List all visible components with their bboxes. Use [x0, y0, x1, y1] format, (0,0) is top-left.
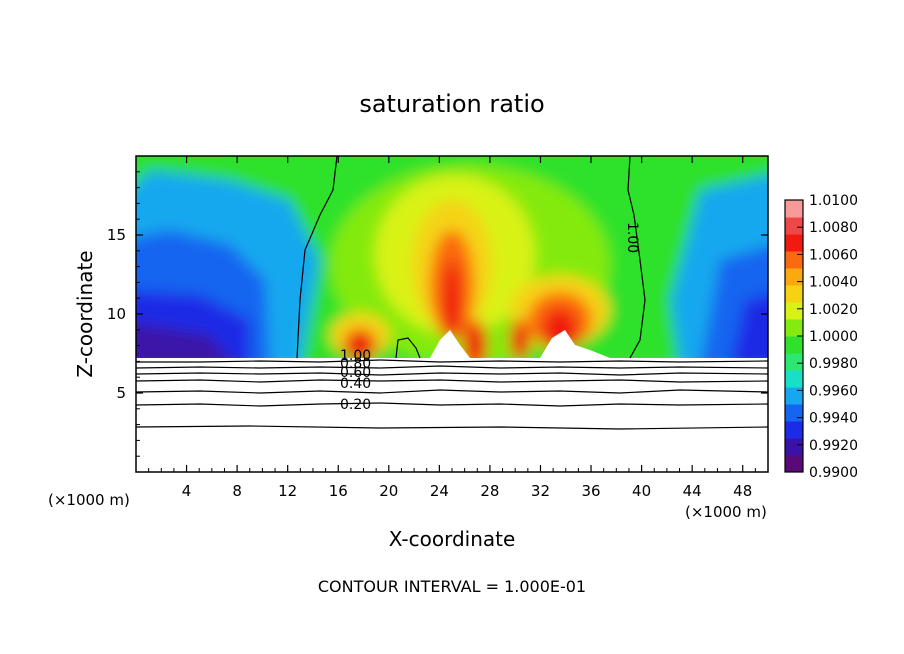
- y-axis: 5 10 15: [107, 171, 768, 457]
- colorbar-swatch: [785, 268, 803, 286]
- colorbar-swatch: [785, 455, 803, 473]
- colorbar-swatch: [785, 370, 803, 388]
- contour-label-060: 0.60: [340, 365, 371, 381]
- color-field: [136, 156, 768, 358]
- colorbar-tick-label: 1.0040: [809, 275, 858, 291]
- x-axis-label: X-coordinate: [389, 527, 516, 551]
- y-tick-label: 15: [107, 226, 126, 244]
- colorbar-tick-label: 0.9900: [809, 465, 858, 481]
- colorbar-tick-label: 0.9920: [809, 438, 858, 454]
- x-tick-label: 48: [733, 482, 752, 500]
- x-tick-label: 40: [632, 482, 651, 500]
- colorbar-tick-label: 0.9980: [809, 356, 858, 372]
- colorbar-swatch: [785, 234, 803, 252]
- contour-label-020: 0.20: [340, 397, 371, 413]
- x-tick-label: 44: [683, 482, 702, 500]
- colorbar-swatch: [785, 200, 803, 218]
- contour-interval-note: CONTOUR INTERVAL = 1.000E-01: [318, 577, 586, 596]
- colorbar-swatch: [785, 387, 803, 405]
- colorbar-swatch: [785, 353, 803, 371]
- x-tick-label: 16: [329, 482, 348, 500]
- colorbar-swatch: [785, 336, 803, 354]
- colorbar-swatch: [785, 285, 803, 303]
- x-unit-right: (×1000 m): [685, 503, 767, 521]
- colorbar-tick-label: 0.9940: [809, 411, 858, 427]
- colorbar-swatch: [785, 302, 803, 320]
- contour-label-100-low: 1.00: [340, 348, 371, 364]
- x-tick-label: 8: [232, 482, 242, 500]
- x-tick-label: 24: [430, 482, 449, 500]
- x-tick-label: 12: [278, 482, 297, 500]
- colorbar-swatch: [785, 404, 803, 422]
- y-tick-label: 10: [107, 305, 126, 323]
- contour-lines: [136, 156, 768, 430]
- colorbar-tick-label: 1.0100: [809, 193, 858, 209]
- x-tick-label: 28: [480, 482, 499, 500]
- colorbar-swatch: [785, 251, 803, 269]
- y-tick-label: 5: [116, 384, 126, 402]
- contour-label-040: 0.40: [340, 376, 371, 392]
- contour-labels: 0.20 0.40 0.60 0.80 1.00 1.00: [340, 222, 640, 413]
- x-tick-label: 4: [182, 482, 192, 500]
- colorbar-tick-label: 0.9960: [809, 383, 858, 399]
- plot-area: 0.20 0.40 0.60 0.80 1.00 1.00: [136, 156, 768, 472]
- y-axis-label: Z-coordinate: [73, 250, 97, 377]
- chart-title: saturation ratio: [359, 90, 544, 118]
- contour-label-100-right: 1.00: [624, 222, 640, 253]
- x-tick-label: 32: [531, 482, 550, 500]
- x-tick-label: 20: [379, 482, 398, 500]
- colorbar-swatch: [785, 319, 803, 337]
- colorbar-tick-label: 1.0060: [809, 247, 858, 263]
- contour-label-080: 0.80: [340, 356, 371, 372]
- colorbar-tick-label: 1.0000: [809, 329, 858, 345]
- colorbar: 1.0100 1.0080 1.0060 1.0040 1.0020 1.0000 0.99…: [784, 193, 858, 481]
- x-unit-left: (×1000 m): [48, 491, 130, 509]
- colorbar-tick-label: 1.0080: [809, 220, 858, 236]
- colorbar-tick-label: 1.0020: [809, 302, 858, 318]
- x-tick-label: 36: [581, 482, 600, 500]
- colorbar-swatch: [785, 217, 803, 235]
- colorbar-swatch: [785, 438, 803, 456]
- colorbar-swatch: [785, 421, 803, 439]
- x-axis: 4 8 12 16 20 24 28 32 36 40 44 48: [148, 156, 756, 500]
